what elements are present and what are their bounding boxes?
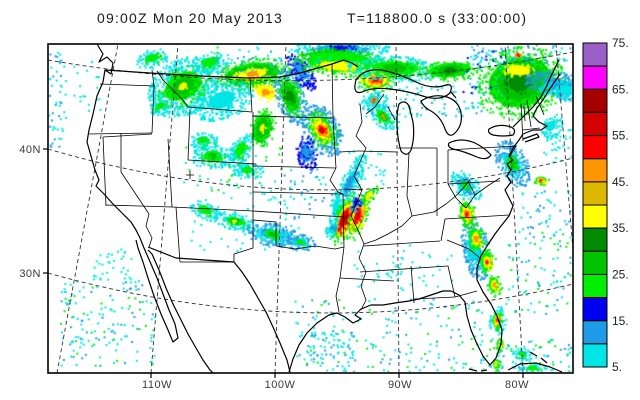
lon-label-80w: 80W (505, 379, 529, 391)
colorbar-labels: 75. 65. 55. 45. 35. 25. 15. 5. (612, 36, 629, 374)
parallel-30n (47, 272, 574, 314)
colorbar-swatch (582, 65, 608, 90)
colorbar-swatch (582, 250, 608, 275)
colorbar-swatch (582, 42, 608, 67)
colorbar-swatch (582, 204, 608, 229)
lake-michigan (396, 101, 415, 155)
graticule (47, 43, 574, 374)
colorbar-swatch (582, 274, 608, 299)
axis-ticks (43, 148, 524, 378)
colorbar-swatch (582, 181, 608, 206)
lat-label-30n: 30N (19, 268, 41, 280)
lake-erie (447, 139, 492, 160)
lon-label-90w: 90W (388, 379, 412, 391)
meridian-west (56, 43, 119, 374)
lat-label-40n: 40N (19, 144, 41, 156)
state-borders (87, 63, 545, 313)
colorbar-label: 35. (612, 221, 629, 235)
colorbar-label: 75. (612, 36, 629, 50)
title-timestamp: 09:00Z Mon 20 May 2013 (97, 10, 283, 26)
parallel-40n (47, 148, 574, 191)
great-lakes (354, 69, 516, 160)
meridian-90w (395, 43, 400, 374)
parallel-50n (47, 51, 574, 82)
title-model-time: T=118800.0 s (33:00:00) (347, 10, 527, 26)
colorbar-swatch (582, 343, 608, 368)
colorbar-label: 15. (612, 314, 629, 328)
colorbar (582, 42, 608, 368)
colorbar-swatch (582, 135, 608, 160)
colorbar-swatch (582, 227, 608, 252)
colorbar-swatch (582, 111, 608, 137)
lon-label-100w: 100W (265, 379, 296, 391)
lake-superior (354, 69, 452, 99)
coastlines (86, 43, 563, 374)
lon-label-110w: 110W (142, 379, 172, 391)
colorbar-swatch (582, 297, 608, 322)
map-frame (47, 43, 574, 374)
meridian-east (555, 43, 574, 251)
colorbar-swatch (582, 88, 608, 113)
lake-huron (420, 95, 462, 136)
colorbar-label: 55. (612, 129, 629, 143)
lake-ontario (487, 124, 516, 137)
meridian-110w (150, 43, 179, 374)
colorbar-label: 25. (612, 268, 629, 282)
colorbar-label: 5. (612, 360, 622, 374)
meridian-80w (504, 43, 524, 374)
colorbar-swatch (582, 158, 608, 183)
colorbar-swatch (582, 320, 608, 345)
colorbar-label: 65. (612, 82, 629, 96)
meridian-100w (274, 43, 287, 374)
colorbar-label: 45. (612, 175, 629, 189)
